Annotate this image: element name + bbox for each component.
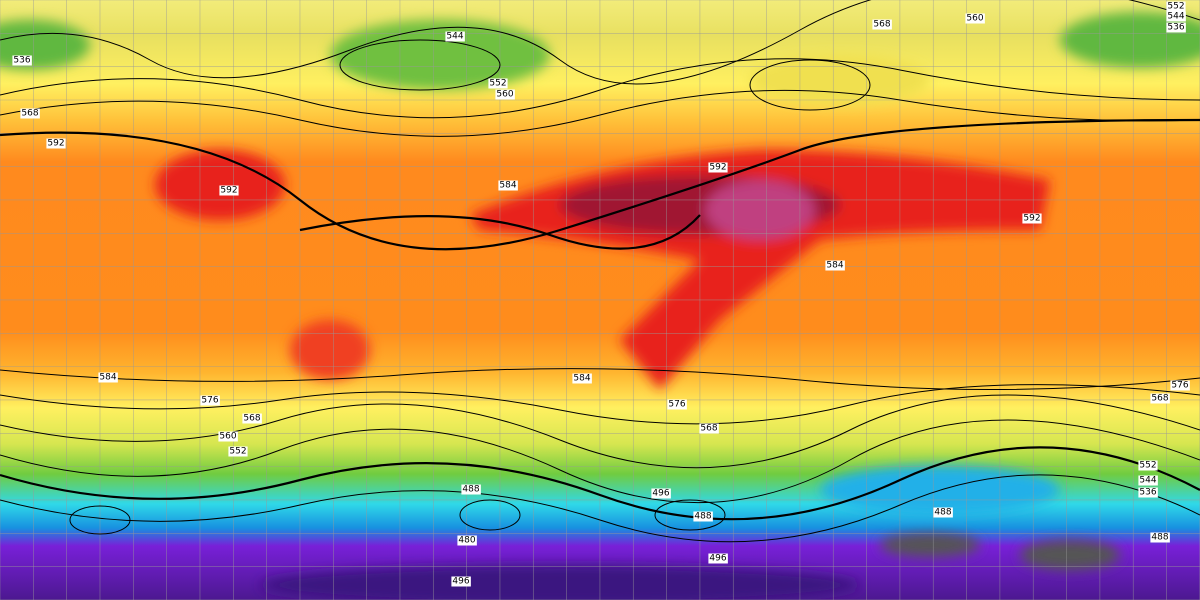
contour-label: 544 <box>1139 476 1156 486</box>
contour-label: 568 <box>243 414 260 424</box>
contour-label: 584 <box>826 261 843 271</box>
label-background <box>708 162 728 173</box>
contour-label: 592 <box>709 163 726 173</box>
contour-label: 568 <box>1151 394 1168 404</box>
contour-label: 568 <box>873 20 890 30</box>
contour <box>0 419 1200 504</box>
contour <box>654 499 726 531</box>
label-background <box>219 185 239 196</box>
contour <box>749 59 871 111</box>
contour-label: 536 <box>13 56 30 66</box>
contour-label: 488 <box>1151 533 1168 543</box>
contour-label: 536 <box>1139 488 1156 498</box>
contour-label: 592 <box>220 186 237 196</box>
label-background <box>933 507 953 518</box>
contour-label: 488 <box>934 508 951 518</box>
label-background <box>667 399 687 410</box>
label-background <box>242 413 262 424</box>
contour <box>0 89 1200 137</box>
contour <box>0 58 1200 119</box>
label-background <box>98 372 118 383</box>
contour <box>0 0 1200 85</box>
label-background <box>825 260 845 271</box>
contour-label: 552 <box>1167 2 1184 12</box>
contour-label: 496 <box>709 554 726 564</box>
contour <box>0 368 1200 391</box>
label-background <box>200 395 220 406</box>
label-background <box>1150 532 1170 543</box>
label-background <box>12 55 32 66</box>
label-background <box>228 446 248 457</box>
label-background <box>651 488 671 499</box>
label-background <box>699 423 719 434</box>
label-background <box>457 535 477 546</box>
contour <box>69 505 131 535</box>
label-background <box>218 431 238 442</box>
contour-label: 544 <box>1167 12 1184 22</box>
contour-label: 496 <box>652 489 669 499</box>
contour-label: 552 <box>229 447 246 457</box>
label-background <box>1138 475 1158 486</box>
geopotential-contours <box>0 0 1200 543</box>
contour-label: 560 <box>966 14 983 24</box>
contour-label: 568 <box>21 109 38 119</box>
label-background <box>445 31 465 42</box>
contour-label: 592 <box>47 139 64 149</box>
label-background <box>20 108 40 119</box>
contour-label: 496 <box>452 577 469 587</box>
label-background <box>1170 380 1190 391</box>
contour-label: 560 <box>219 432 236 442</box>
contour <box>0 446 1200 521</box>
label-background <box>451 576 471 587</box>
contour-label: 480 <box>458 536 475 546</box>
contour <box>339 39 501 91</box>
contour-label: 544 <box>446 32 463 42</box>
contour <box>0 384 1200 425</box>
label-background <box>1138 487 1158 498</box>
label-background <box>572 373 592 384</box>
label-background <box>1138 460 1158 471</box>
label-background <box>1022 213 1042 224</box>
contour-label: 584 <box>573 374 590 384</box>
label-background <box>1166 1 1186 12</box>
label-background <box>488 78 508 89</box>
contour-label: 584 <box>499 181 516 191</box>
label-background <box>461 484 481 495</box>
contour-label: 592 <box>1023 214 1040 224</box>
contour-label: 584 <box>99 373 116 383</box>
contour-label: 576 <box>201 396 218 406</box>
label-background <box>708 553 728 564</box>
label-background <box>965 13 985 24</box>
contour-label: 536 <box>1167 23 1184 33</box>
contour-label: 568 <box>700 424 717 434</box>
contour-label: 488 <box>462 485 479 495</box>
contour-label: 552 <box>489 79 506 89</box>
contour-label: 488 <box>694 512 711 522</box>
contour <box>0 474 1200 543</box>
contour-label: 576 <box>668 400 685 410</box>
label-background <box>693 511 713 522</box>
contour <box>0 118 1200 251</box>
label-background <box>872 19 892 30</box>
label-background <box>1166 22 1186 33</box>
contour-label: 576 <box>1171 381 1188 391</box>
contour-label: 552 <box>1139 461 1156 471</box>
contour <box>459 499 521 531</box>
label-background <box>46 138 66 149</box>
contour <box>299 214 701 250</box>
label-background <box>1166 11 1186 22</box>
label-background <box>495 89 515 100</box>
label-background <box>1150 393 1170 404</box>
label-background <box>498 180 518 191</box>
contour <box>0 394 1200 469</box>
contour-label: 560 <box>496 90 513 100</box>
